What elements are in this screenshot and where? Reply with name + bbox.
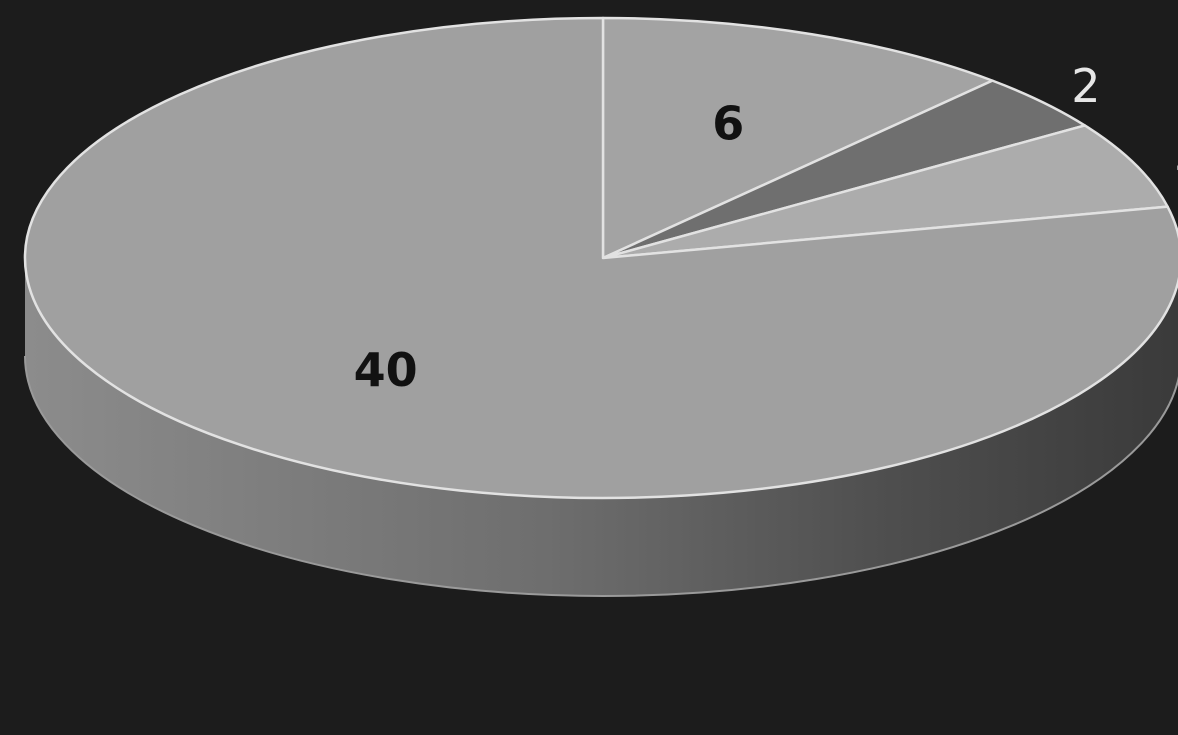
data-label-slice-2: 2 <box>1071 59 1100 113</box>
pie-side-layer <box>24 258 1178 597</box>
data-label-slice-1: 6 <box>712 97 744 151</box>
pie-slice-1 <box>601 16 994 260</box>
pie-top-layer <box>23 16 1178 500</box>
pie-slice-3 <box>601 124 1169 260</box>
pie-slice-4 <box>23 16 1178 500</box>
data-label-slice-4: 40 <box>354 343 418 397</box>
data-label-slice-3: 3 <box>1174 128 1178 182</box>
pie-label-layer: 62340 <box>354 59 1178 397</box>
pie-side-bottom-edge <box>24 355 1178 597</box>
pie-side-wall <box>25 258 1178 596</box>
